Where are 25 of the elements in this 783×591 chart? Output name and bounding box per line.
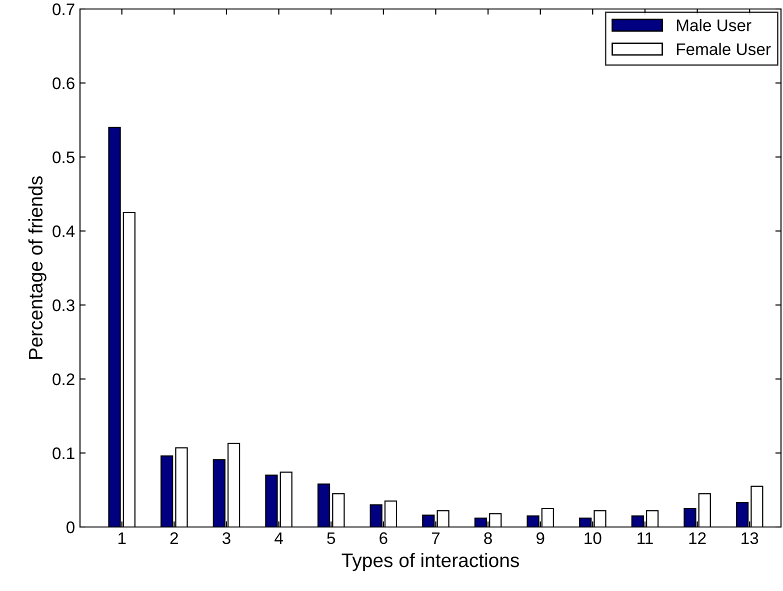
x-tick-label: 2: [170, 532, 178, 544]
y-tick-label: 0.5: [52, 151, 74, 164]
x-tick-label: 7: [432, 532, 440, 544]
y-tick-label: 0.1: [52, 447, 74, 460]
legend-label: Female User: [676, 42, 771, 56]
legend-label: Male User: [676, 19, 752, 32]
y-tick-label: 0: [66, 521, 74, 534]
x-axis-title: Types of interactions: [342, 552, 519, 572]
y-axis-title: Percentage of friends: [28, 176, 46, 359]
y-tick-label: 0.6: [52, 77, 74, 90]
x-tick-label: 6: [380, 532, 388, 544]
x-tick-label: 3: [222, 532, 230, 544]
x-tick-label: 13: [742, 532, 758, 544]
x-tick-label: 8: [484, 532, 492, 544]
y-tick-label: 0.7: [52, 3, 74, 16]
y-tick-label: 0.2: [52, 373, 74, 386]
y-tick-label: 0.3: [52, 299, 74, 312]
x-tick-label: 11: [638, 532, 653, 544]
x-tick-label: 4: [274, 532, 283, 544]
x-tick-label: 10: [584, 532, 602, 544]
x-tick-label: 1: [118, 532, 126, 544]
y-tick-label: 0.4: [52, 225, 75, 238]
x-tick-label: 5: [327, 532, 336, 544]
x-tick-label: 12: [689, 532, 706, 544]
x-tick-label: 9: [536, 532, 544, 544]
